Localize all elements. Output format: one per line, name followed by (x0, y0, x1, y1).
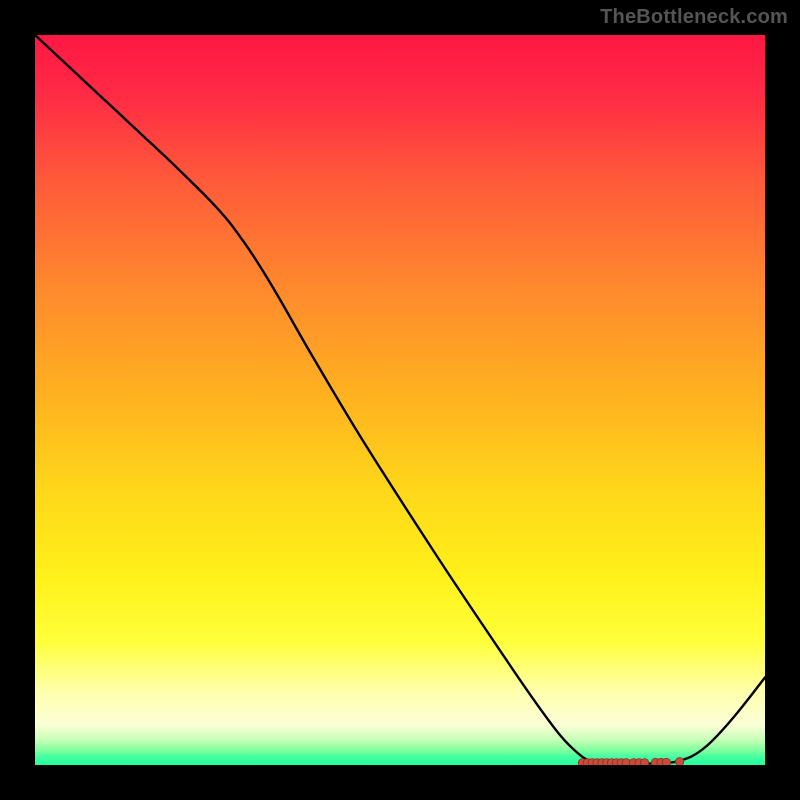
marker-group (578, 758, 683, 765)
bottleneck-curve (35, 35, 765, 764)
marker-dot (675, 758, 683, 765)
plot-svg (35, 35, 765, 765)
marker-dot (640, 759, 648, 765)
marker-dot (662, 758, 670, 765)
plot-area (35, 35, 765, 765)
watermark-text: TheBottleneck.com (600, 6, 788, 29)
